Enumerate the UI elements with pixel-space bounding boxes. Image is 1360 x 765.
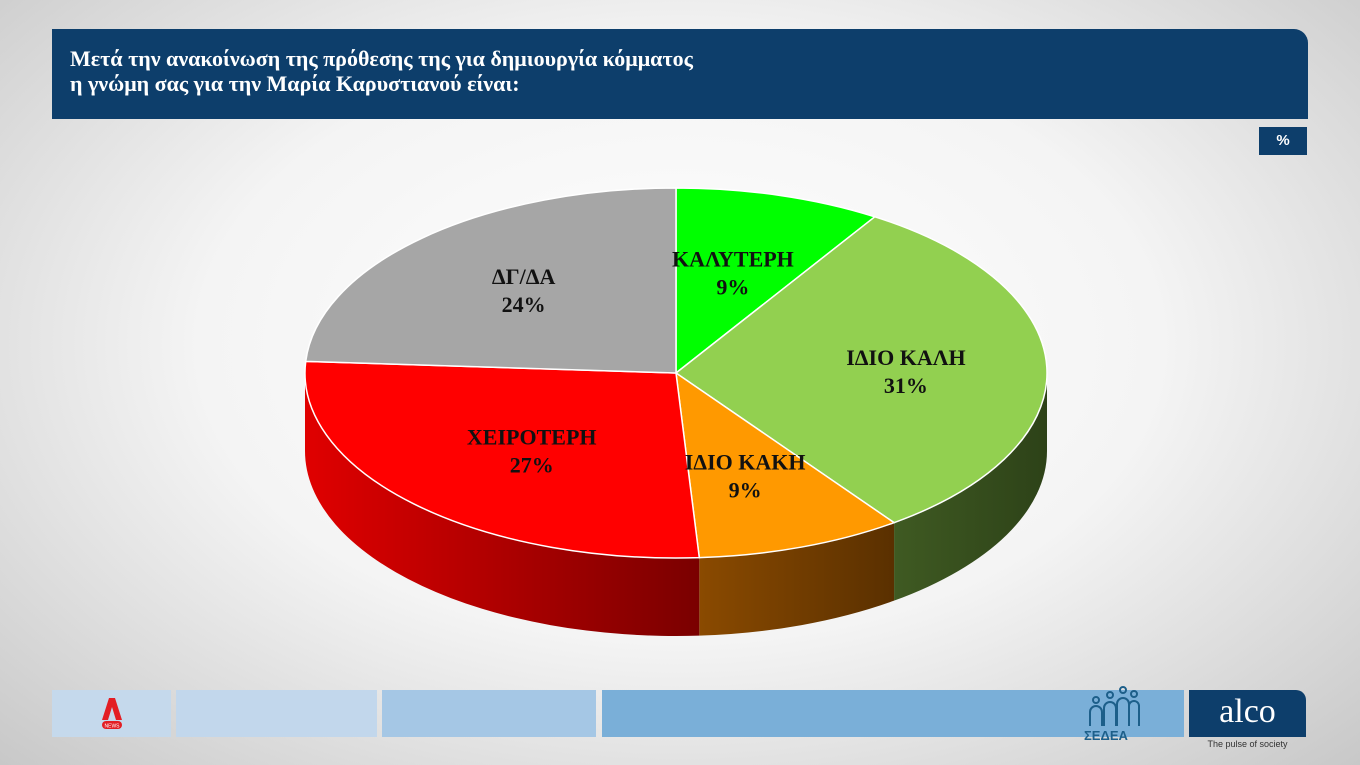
svg-text:NEWS: NEWS: [105, 724, 121, 730]
footer-bar-4: [602, 690, 1184, 737]
pie-slice-side: [305, 373, 700, 636]
slice-label: ΔΓ/ΔΑ: [492, 264, 556, 289]
alpha-news-logo: NEWS: [102, 698, 122, 730]
pie-slice: [304, 360, 701, 559]
sedea-logo-text: ΣΕΔΕΑ: [1084, 728, 1128, 743]
slice-value-label: 27%: [510, 453, 554, 478]
title-line-1: Μετά την ανακοίνωση της πρόθεσης της για…: [70, 46, 693, 71]
title-line-2: η γνώμη σας για την Μαρία Καρυστιανού εί…: [70, 71, 520, 96]
footer-bar-3: [382, 690, 596, 737]
slice-label: ΙΔΙΟ ΚΑΛΗ: [846, 345, 965, 370]
pie-slice: [674, 215, 1048, 524]
slice-value-label: 9%: [729, 478, 762, 503]
footer-bar-2: [176, 690, 377, 737]
slice-value-label: 24%: [502, 292, 546, 317]
pie-slice: [675, 187, 877, 375]
pie-slice: [304, 187, 677, 374]
slice-value-label: 31%: [884, 373, 928, 398]
unit-badge: %: [1259, 127, 1307, 155]
slice-value-label: 9%: [716, 274, 749, 299]
slice-label: ΧΕΙΡΟΤΕΡΗ: [467, 425, 597, 450]
pie-slice-side: [894, 373, 1047, 601]
slice-label: ΙΔΙΟ ΚΑΚΗ: [685, 450, 806, 475]
pie-slice: [675, 371, 896, 559]
slice-label: ΚΑΛΥΤΕΡΗ: [672, 246, 794, 271]
alco-tagline: The pulse of society: [1207, 739, 1288, 749]
pie-slice-side: [699, 522, 895, 636]
alco-logo: alco: [1189, 690, 1306, 737]
chart-title: Μετά την ανακοίνωση της πρόθεσης της για…: [52, 29, 1308, 119]
footer-bar-1: NEWS: [52, 690, 171, 737]
sedea-people-icon: [1089, 686, 1140, 726]
